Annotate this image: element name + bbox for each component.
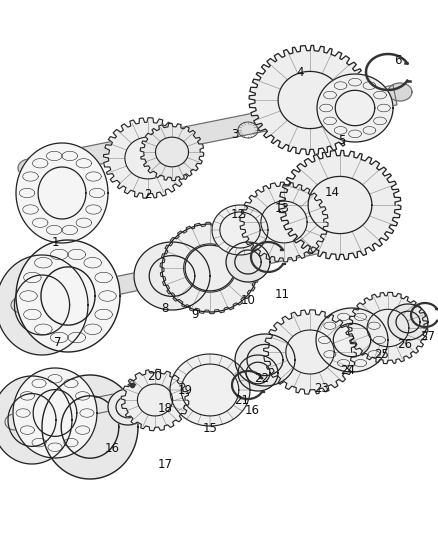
Polygon shape [249, 45, 371, 155]
Text: 13: 13 [275, 201, 290, 214]
Polygon shape [20, 228, 357, 314]
Text: 27: 27 [420, 329, 435, 343]
Polygon shape [348, 292, 428, 364]
Text: 11: 11 [275, 287, 290, 301]
Text: 9: 9 [191, 308, 199, 320]
Polygon shape [18, 159, 42, 177]
Text: 7: 7 [54, 336, 62, 350]
Polygon shape [134, 242, 210, 310]
Polygon shape [140, 123, 204, 181]
Polygon shape [279, 150, 401, 260]
Text: 16: 16 [105, 441, 120, 455]
Polygon shape [13, 368, 97, 458]
Polygon shape [317, 74, 393, 142]
Polygon shape [11, 297, 33, 313]
Polygon shape [0, 255, 88, 355]
Text: 18: 18 [158, 401, 173, 415]
Polygon shape [240, 182, 328, 262]
Text: 10: 10 [240, 294, 255, 306]
Polygon shape [212, 205, 268, 255]
Polygon shape [16, 240, 120, 352]
Text: 22: 22 [254, 372, 269, 384]
Text: 23: 23 [314, 382, 329, 394]
Polygon shape [316, 308, 388, 372]
Polygon shape [226, 242, 270, 282]
Polygon shape [264, 310, 357, 394]
Polygon shape [108, 389, 148, 425]
Polygon shape [103, 118, 193, 198]
Polygon shape [160, 222, 260, 314]
Text: 3: 3 [231, 128, 239, 141]
Polygon shape [344, 229, 366, 245]
Text: 21: 21 [234, 393, 250, 407]
Polygon shape [16, 143, 108, 243]
Text: 6: 6 [394, 53, 402, 67]
Text: 1: 1 [51, 237, 59, 249]
Polygon shape [170, 354, 250, 426]
Polygon shape [312, 352, 332, 368]
Text: 16: 16 [244, 403, 259, 416]
Polygon shape [5, 414, 25, 430]
Polygon shape [388, 83, 412, 101]
Text: 25: 25 [374, 349, 389, 361]
Text: 24: 24 [340, 364, 356, 376]
Text: 12: 12 [230, 208, 246, 222]
Polygon shape [235, 334, 295, 386]
Polygon shape [388, 304, 428, 340]
Polygon shape [0, 376, 72, 464]
Text: 5: 5 [338, 133, 346, 147]
Polygon shape [28, 85, 397, 178]
Text: 4: 4 [296, 66, 304, 78]
Polygon shape [14, 352, 324, 430]
Text: 19: 19 [177, 384, 192, 397]
Polygon shape [42, 375, 138, 479]
Text: 14: 14 [325, 185, 339, 198]
Polygon shape [121, 369, 189, 431]
Text: 20: 20 [148, 370, 162, 384]
Text: 26: 26 [398, 338, 413, 351]
Text: 2: 2 [144, 189, 152, 201]
Text: 8: 8 [161, 302, 169, 314]
Text: 15: 15 [202, 422, 217, 434]
Polygon shape [162, 224, 258, 312]
Polygon shape [238, 355, 278, 391]
Text: 17: 17 [158, 458, 173, 472]
